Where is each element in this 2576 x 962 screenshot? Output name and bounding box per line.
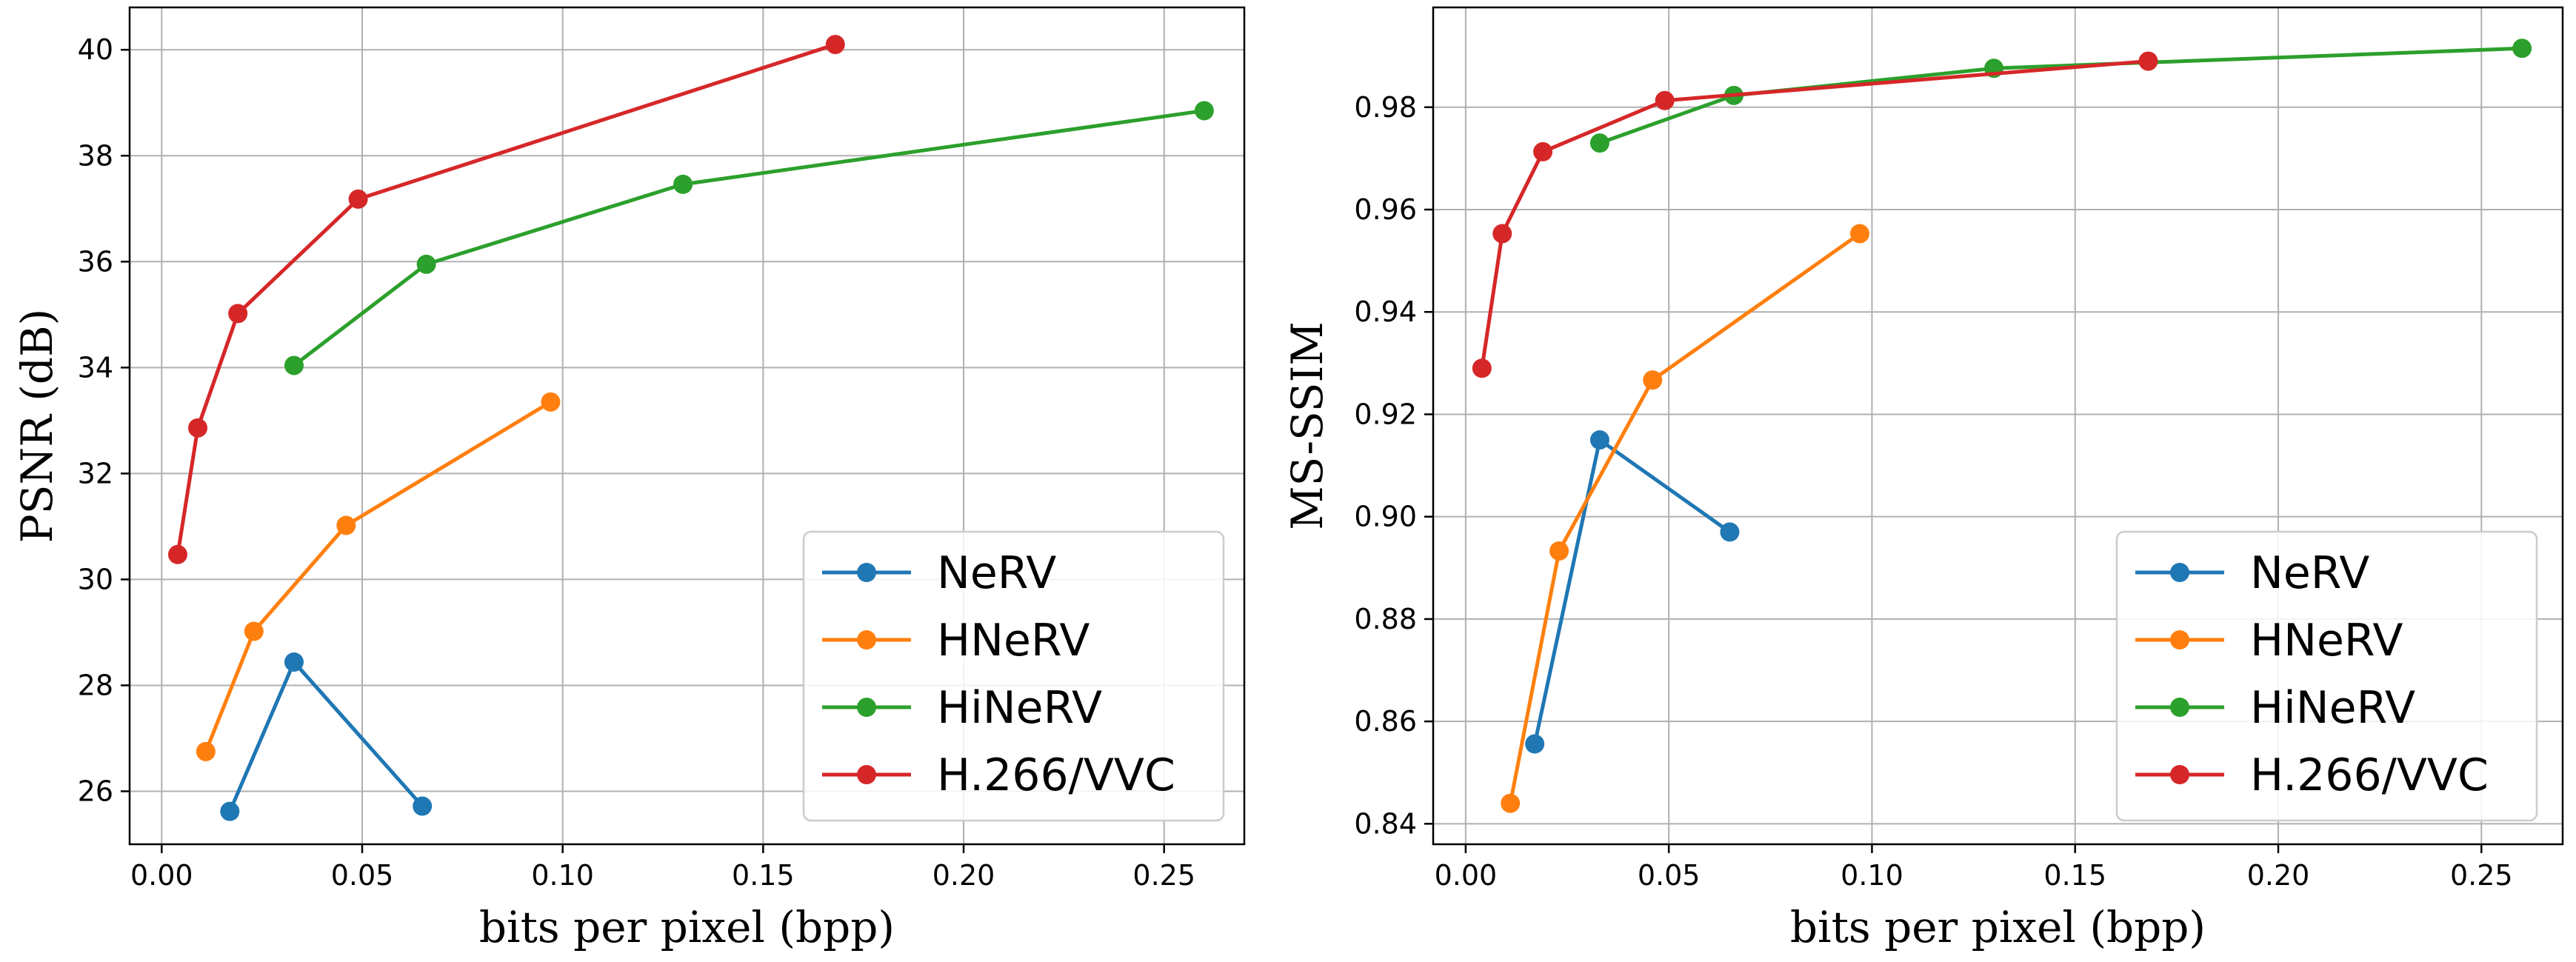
chart-1-y-tick-label-3: 0.90 xyxy=(1354,501,1417,533)
chart-0-y-tick-label-1: 28 xyxy=(78,669,113,701)
chart-0-legend-marker-hnerv xyxy=(857,630,876,649)
chart-0-x-tick-label-4: 0.20 xyxy=(932,859,995,892)
chart-0-point-hinerv-0 xyxy=(284,355,304,375)
chart-1-legend-label-nerv: NeRV xyxy=(2250,547,2369,599)
chart-1-x-tick-label-4: 0.20 xyxy=(2247,859,2310,892)
chart-0-x-tick-label-0: 0.00 xyxy=(130,859,193,892)
chart-0-legend-label-h-266-vvc: H.266/VVC xyxy=(937,749,1175,801)
chart-0-y-tick-label-6: 38 xyxy=(78,139,113,172)
chart-0-point-hinerv-3 xyxy=(1194,101,1214,121)
chart-1-point-h-266-vvc-3 xyxy=(1655,90,1675,110)
chart-0-legend-marker-hinerv xyxy=(857,698,876,717)
chart-0-x-tick-label-1: 0.05 xyxy=(331,859,394,892)
chart-1-point-hinerv-0 xyxy=(1589,133,1609,153)
chart-0-point-h-266-vvc-4 xyxy=(825,35,845,55)
chart-1-point-hnerv-0 xyxy=(1501,793,1521,813)
chart-0-y-tick-label-2: 30 xyxy=(78,563,113,595)
chart-1-y-tick-label-7: 0.98 xyxy=(1354,91,1417,124)
chart-1-point-hnerv-1 xyxy=(1549,541,1569,561)
chart-1-point-hinerv-3 xyxy=(2512,39,2532,59)
chart-0-point-hinerv-1 xyxy=(416,254,436,274)
chart-0-y-axis-label: PSNR (dB) xyxy=(12,309,62,544)
ms-ssim-chart-panel: 0.00 0.05 0.10 0.15 0.20 0.25 0.84 0.86 0.88 0.90… xyxy=(1282,6,2564,952)
chart-0-series-line-hnerv xyxy=(204,400,552,752)
chart-1-x-tick-label-1: 0.05 xyxy=(1638,859,1701,892)
chart-0-point-h-266-vvc-1 xyxy=(188,418,208,438)
chart-0-y-tick-label-7: 40 xyxy=(78,33,113,66)
chart-1-x-tick-label-0: 0.00 xyxy=(1435,859,1498,892)
chart-1-point-nerv-2 xyxy=(1720,522,1740,542)
chart-0-point-hnerv-2 xyxy=(336,515,356,535)
chart-0-point-hinerv-2 xyxy=(673,174,693,194)
chart-1-point-hnerv-3 xyxy=(1849,224,1869,244)
chart-0-point-hnerv-3 xyxy=(541,392,561,412)
chart-0-x-tick-label-3: 0.15 xyxy=(732,859,795,892)
chart-1-legend-marker-hnerv xyxy=(2170,630,2189,649)
chart-0-legend-label-hinerv: HiNeRV xyxy=(937,682,1102,734)
chart-0-legend-label-hnerv: HNeRV xyxy=(937,615,1090,667)
psnr-chart-panel: 0.00 0.05 0.10 0.15 0.20 0.25 26 28 30 32 34 36 38 40… xyxy=(12,6,1246,952)
chart-1-y-tick-label-4: 0.92 xyxy=(1354,398,1417,430)
chart-1-y-tick-label-0: 0.84 xyxy=(1354,807,1417,840)
chart-1-series-line-hnerv xyxy=(1508,232,1861,804)
chart-0-legend-marker-nerv xyxy=(857,563,876,582)
chart-0-x-tick-label-5: 0.25 xyxy=(1132,859,1195,892)
chart-1-y-axis-label: MS-SSIM xyxy=(1282,321,1332,530)
chart-0-y-tick-label-3: 32 xyxy=(78,457,113,490)
chart-0-point-h-266-vvc-2 xyxy=(228,304,248,324)
chart-0-y-tick-label-0: 26 xyxy=(78,775,113,807)
chart-0-legend-marker-h-266-vvc xyxy=(857,765,876,784)
chart-0-y-tick-label-4: 34 xyxy=(78,351,113,384)
chart-1-point-nerv-1 xyxy=(1589,430,1609,450)
chart-1-x-tick-label-5: 0.25 xyxy=(2450,859,2513,892)
chart-1-point-nerv-0 xyxy=(1525,734,1545,754)
chart-0-legend-label-nerv: NeRV xyxy=(937,547,1056,599)
chart-0-point-hnerv-0 xyxy=(196,741,216,761)
chart-0-point-h-266-vvc-3 xyxy=(348,189,368,209)
chart-1-x-tick-label-2: 0.10 xyxy=(1841,859,1903,892)
chart-0-y-tick-label-5: 36 xyxy=(78,245,113,278)
chart-0-point-nerv-0 xyxy=(220,801,240,821)
chart-1-point-h-266-vvc-4 xyxy=(2138,51,2158,71)
chart-1-legend-marker-h-266-vvc xyxy=(2170,765,2189,784)
chart-1-legend-label-hinerv: HiNeRV xyxy=(2250,682,2415,734)
chart-0-point-h-266-vvc-0 xyxy=(167,544,187,564)
chart-1-legend-marker-nerv xyxy=(2170,563,2189,582)
chart-1-legend xyxy=(2115,530,2538,822)
chart-1-point-hnerv-2 xyxy=(1643,370,1663,390)
chart-0-series-line-h-266-vvc xyxy=(176,42,836,555)
chart-0-series-line-hinerv xyxy=(293,108,1205,367)
chart-1-axes-frame xyxy=(1432,6,2564,846)
chart-0-x-tick-label-2: 0.10 xyxy=(531,859,594,892)
chart-1-y-tick-label-5: 0.94 xyxy=(1354,295,1417,328)
chart-1-x-axis-label: bits per pixel (bpp) xyxy=(1790,902,2206,952)
chart-0-axes-frame xyxy=(128,6,1246,846)
chart-1-point-h-266-vvc-1 xyxy=(1492,224,1512,244)
chart-1-y-tick-label-6: 0.96 xyxy=(1354,193,1417,226)
chart-1-legend-label-hnerv: HNeRV xyxy=(2250,615,2403,667)
chart-1-x-tick-label-3: 0.15 xyxy=(2043,859,2106,892)
chart-1-y-tick-label-2: 0.88 xyxy=(1354,603,1417,635)
chart-0-point-nerv-1 xyxy=(284,652,304,672)
chart-1-point-h-266-vvc-2 xyxy=(1533,141,1553,161)
chart-0-point-nerv-2 xyxy=(413,796,433,816)
chart-0-point-hnerv-1 xyxy=(244,621,264,641)
chart-1-series-line-nerv xyxy=(1532,438,1731,745)
chart-0-x-axis-label: bits per pixel (bpp) xyxy=(479,902,895,952)
chart-0-series-line-nerv xyxy=(228,660,424,812)
chart-1-series-line-hinerv xyxy=(1599,46,2523,145)
chart-1-legend-label-h-266-vvc: H.266/VVC xyxy=(2250,749,2489,801)
chart-1-point-h-266-vvc-0 xyxy=(1472,358,1492,378)
chart-0-legend xyxy=(802,530,1225,822)
chart-1-legend-marker-hinerv xyxy=(2170,698,2189,717)
chart-1-y-tick-label-1: 0.86 xyxy=(1354,705,1417,738)
